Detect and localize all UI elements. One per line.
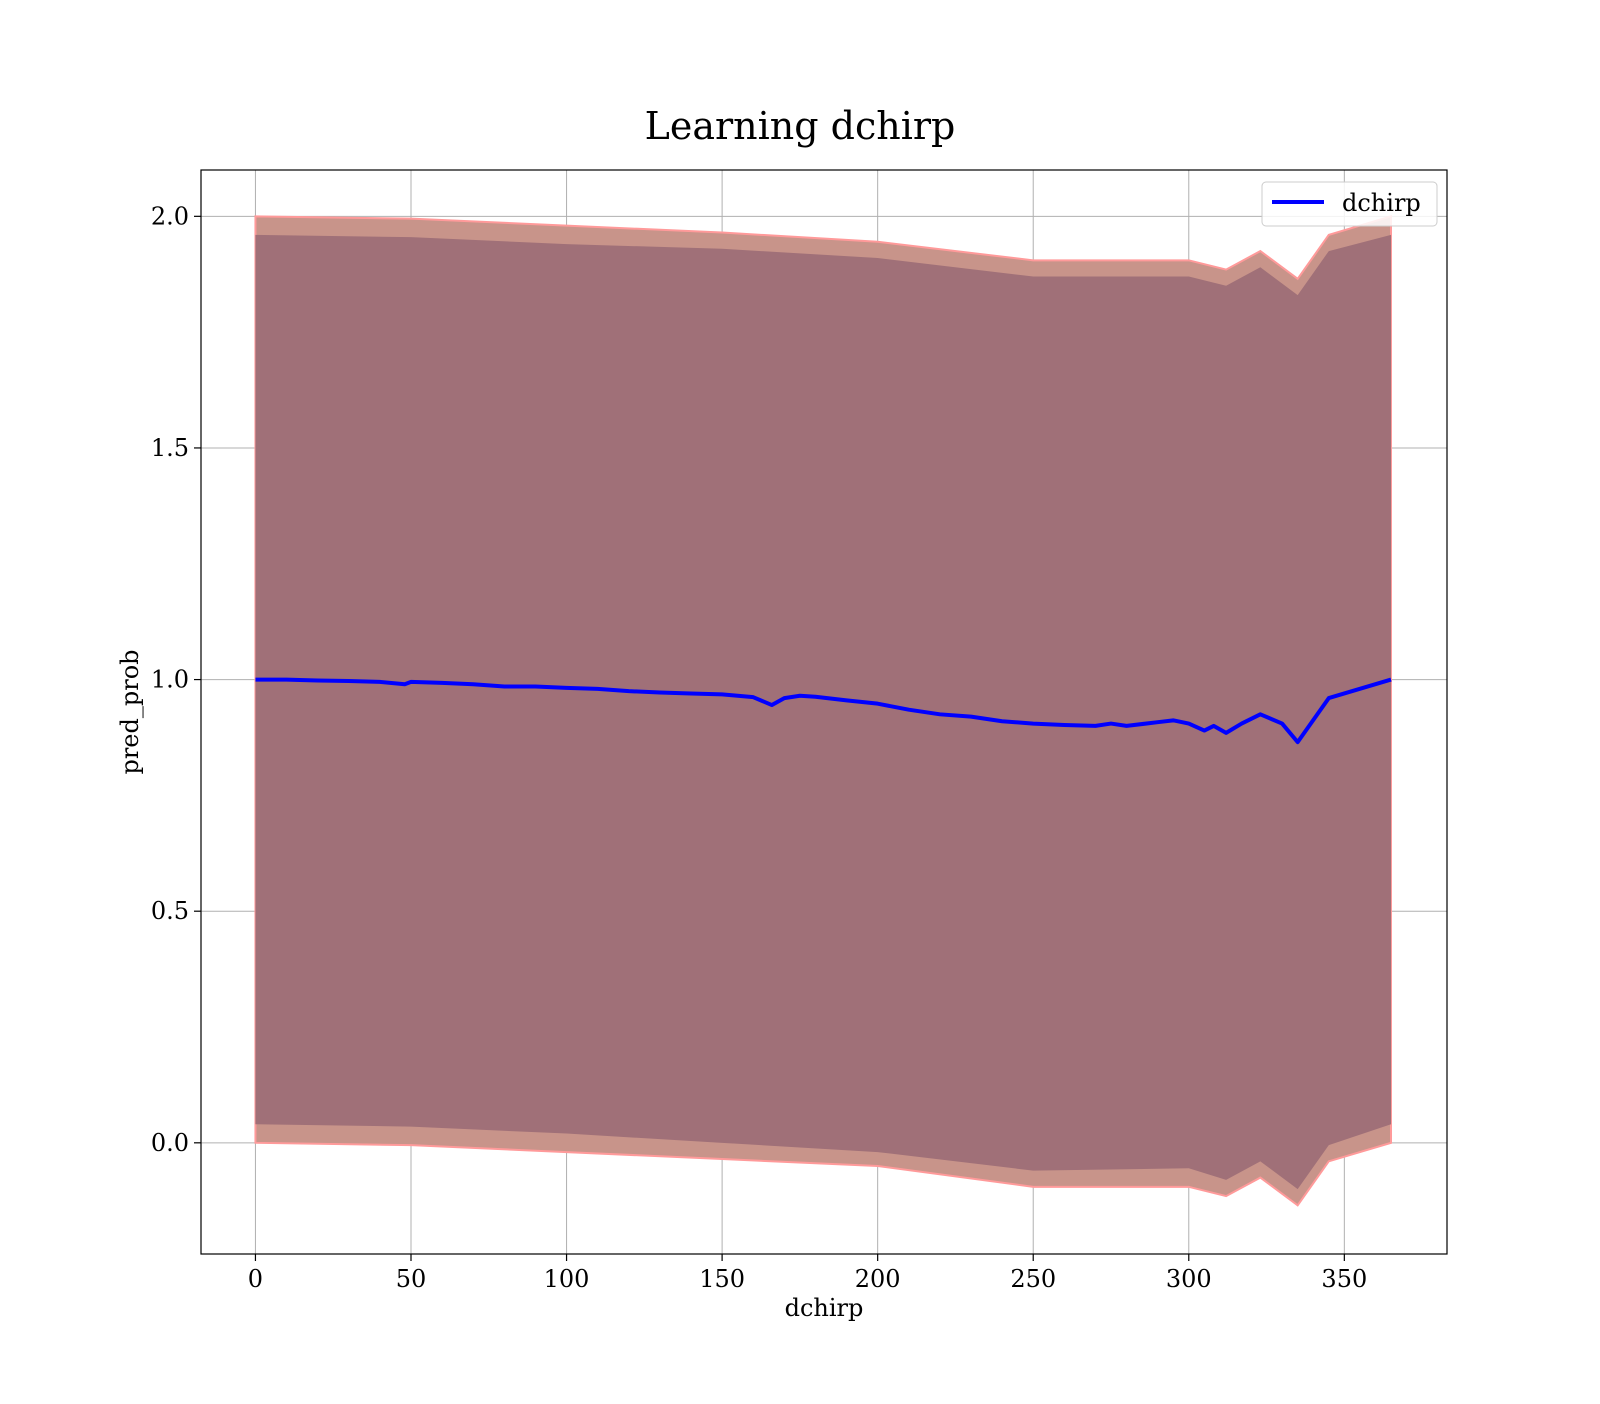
y-tick-label: 0.0 (151, 1129, 189, 1157)
y-tick-label: 1.5 (151, 434, 189, 462)
series-line-dchirp (255, 677, 1392, 745)
legend-box (1261, 181, 1438, 227)
x-tick-label: 100 (544, 1265, 590, 1293)
band-layer (254, 214, 1392, 1207)
y-tick-label: 1.0 (151, 666, 189, 694)
x-tick-label: 50 (396, 1265, 427, 1293)
x-tick-label: 150 (699, 1265, 745, 1293)
x-tick-label: 350 (1321, 1265, 1367, 1293)
y-tick-label: 2.0 (151, 202, 189, 230)
x-tick-label: 200 (855, 1265, 901, 1293)
legend-label-dchirp: dchirp (1342, 189, 1421, 217)
plot-frame (200, 169, 1448, 1255)
x-tick-label: 0 (248, 1265, 263, 1293)
chart-title: Learning dchirp (644, 104, 956, 148)
y-axis-label: pred_prob (116, 649, 144, 774)
tick-layer: 0 50 100 150 200 250 300 350 0.0 0.5 1.0 1.5 2.0 (151, 202, 1367, 1293)
line-layer (255, 677, 1392, 745)
x-tick-label: 300 (1166, 1265, 1212, 1293)
inner-confidence-band (255, 234, 1391, 1190)
y-tick-label: 0.5 (151, 897, 189, 925)
x-axis-label: dchirp (785, 1294, 864, 1322)
x-tick-label: 250 (1010, 1265, 1056, 1293)
legend: dchirp (1261, 181, 1438, 227)
